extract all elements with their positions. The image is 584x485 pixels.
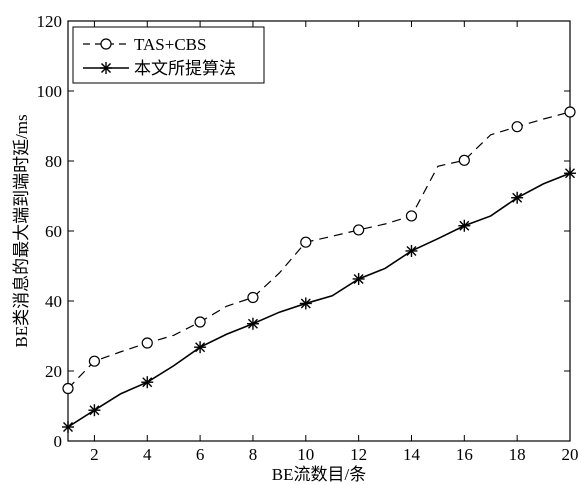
data-point-star [458, 219, 471, 232]
y-tick-label: 120 [37, 12, 63, 31]
x-tick-label: 18 [509, 445, 526, 464]
legend-label-proposed: 本文所提算法 [134, 59, 236, 78]
series-layer [62, 106, 576, 433]
legend-marker-circle [100, 38, 112, 50]
y-tick-label: 60 [45, 222, 62, 241]
data-point-circle [194, 316, 206, 328]
x-tick-label: 4 [143, 445, 152, 464]
data-point-circle [62, 382, 74, 395]
x-tick-label: 16 [456, 445, 473, 464]
data-point-circle [353, 224, 365, 236]
data-point-star [88, 404, 101, 417]
x-tick-label: 14 [403, 445, 421, 464]
x-tick-label: 20 [562, 445, 579, 464]
data-point-star [564, 167, 576, 180]
legend-label-tas-cbs: TAS+CBS [134, 35, 206, 54]
x-tick-label: 6 [196, 445, 205, 464]
data-point-star [405, 244, 418, 257]
data-point-star [141, 376, 154, 389]
data-point-star [62, 421, 74, 433]
y-axis-label: BE类消息的最大端到端时延/ms [12, 114, 31, 347]
series-line-proposed [67, 172, 571, 428]
legend-marker-star [100, 62, 112, 74]
data-point-circle [300, 236, 312, 248]
y-tick-label: 0 [54, 432, 63, 451]
axis-ticks: 2 4 6 8 10 12 14 16 18 20 0 20 40 60 80 100 120 [37, 12, 579, 464]
data-point-circle [405, 210, 418, 222]
data-point-star [299, 297, 312, 310]
data-point-star [194, 341, 207, 354]
data-point-star [352, 272, 365, 285]
data-point-circle [141, 337, 153, 349]
legend-box [72, 26, 265, 84]
data-point-circle [564, 106, 576, 118]
y-tick-label: 100 [37, 82, 63, 101]
data-point-circle [88, 355, 101, 367]
legend: TAS+CBS 本文所提算法 [72, 26, 265, 84]
data-point-circle [511, 121, 523, 133]
legend-star-glyph [100, 62, 112, 74]
x-axis-label: BE流数目/条 [272, 465, 366, 484]
x-tick-label: 12 [350, 445, 367, 464]
x-tick-label: 8 [249, 445, 258, 464]
y-tick-label: 80 [45, 152, 62, 171]
x-tick-label: 2 [90, 445, 99, 464]
y-tick-label: 40 [45, 292, 62, 311]
data-point-star [511, 191, 524, 204]
data-point-circle [247, 291, 259, 304]
series-line-tas-cbs [67, 111, 571, 389]
x-tick-label: 10 [297, 445, 314, 464]
data-point-star [246, 317, 259, 330]
data-point-circle [458, 154, 470, 166]
y-tick-label: 20 [45, 362, 62, 381]
